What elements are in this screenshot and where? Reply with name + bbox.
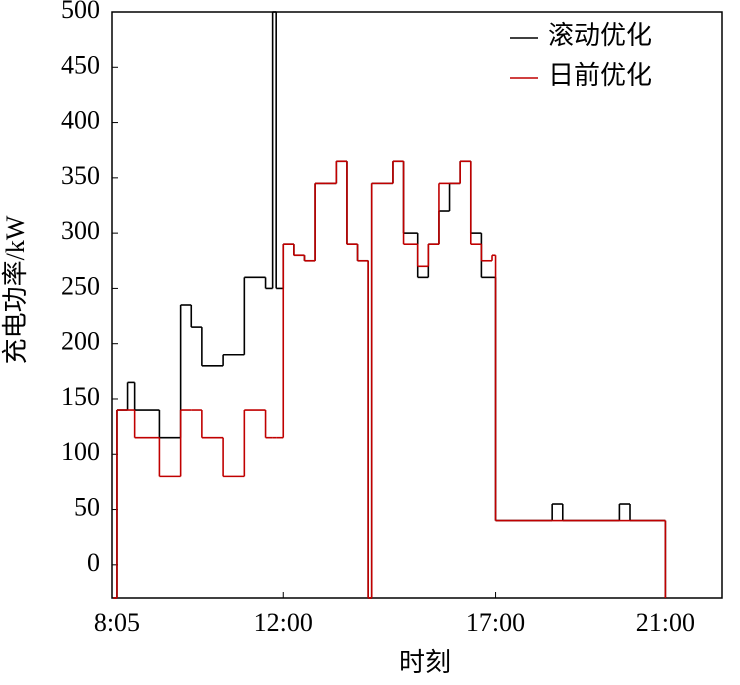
y-tick-label: 150 — [61, 382, 100, 411]
y-tick-label: 450 — [61, 50, 100, 79]
y-tick-label: 50 — [74, 493, 100, 522]
y-tick-label: 500 — [61, 0, 100, 24]
y-tick-label: 0 — [87, 548, 100, 577]
y-tick-label: 300 — [61, 216, 100, 245]
y-tick-label: 350 — [61, 161, 100, 190]
legend-label: 滚动优化 — [548, 21, 652, 50]
y-tick-label: 100 — [61, 437, 100, 466]
y-tick-label: 200 — [61, 327, 100, 356]
y-axis-label: 充电功率/kW — [1, 215, 30, 364]
x-tick-label: 21:00 — [636, 608, 695, 637]
legend-label: 日前优化 — [548, 61, 652, 90]
x-tick-label: 12:00 — [254, 608, 313, 637]
x-tick-label: 17:00 — [466, 608, 525, 637]
x-axis-label: 时刻 — [399, 648, 451, 677]
y-tick-label: 400 — [61, 106, 100, 135]
x-tick-label: 8:05 — [94, 608, 140, 637]
plot-frame — [111, 11, 723, 599]
y-tick-label: 250 — [61, 271, 100, 300]
